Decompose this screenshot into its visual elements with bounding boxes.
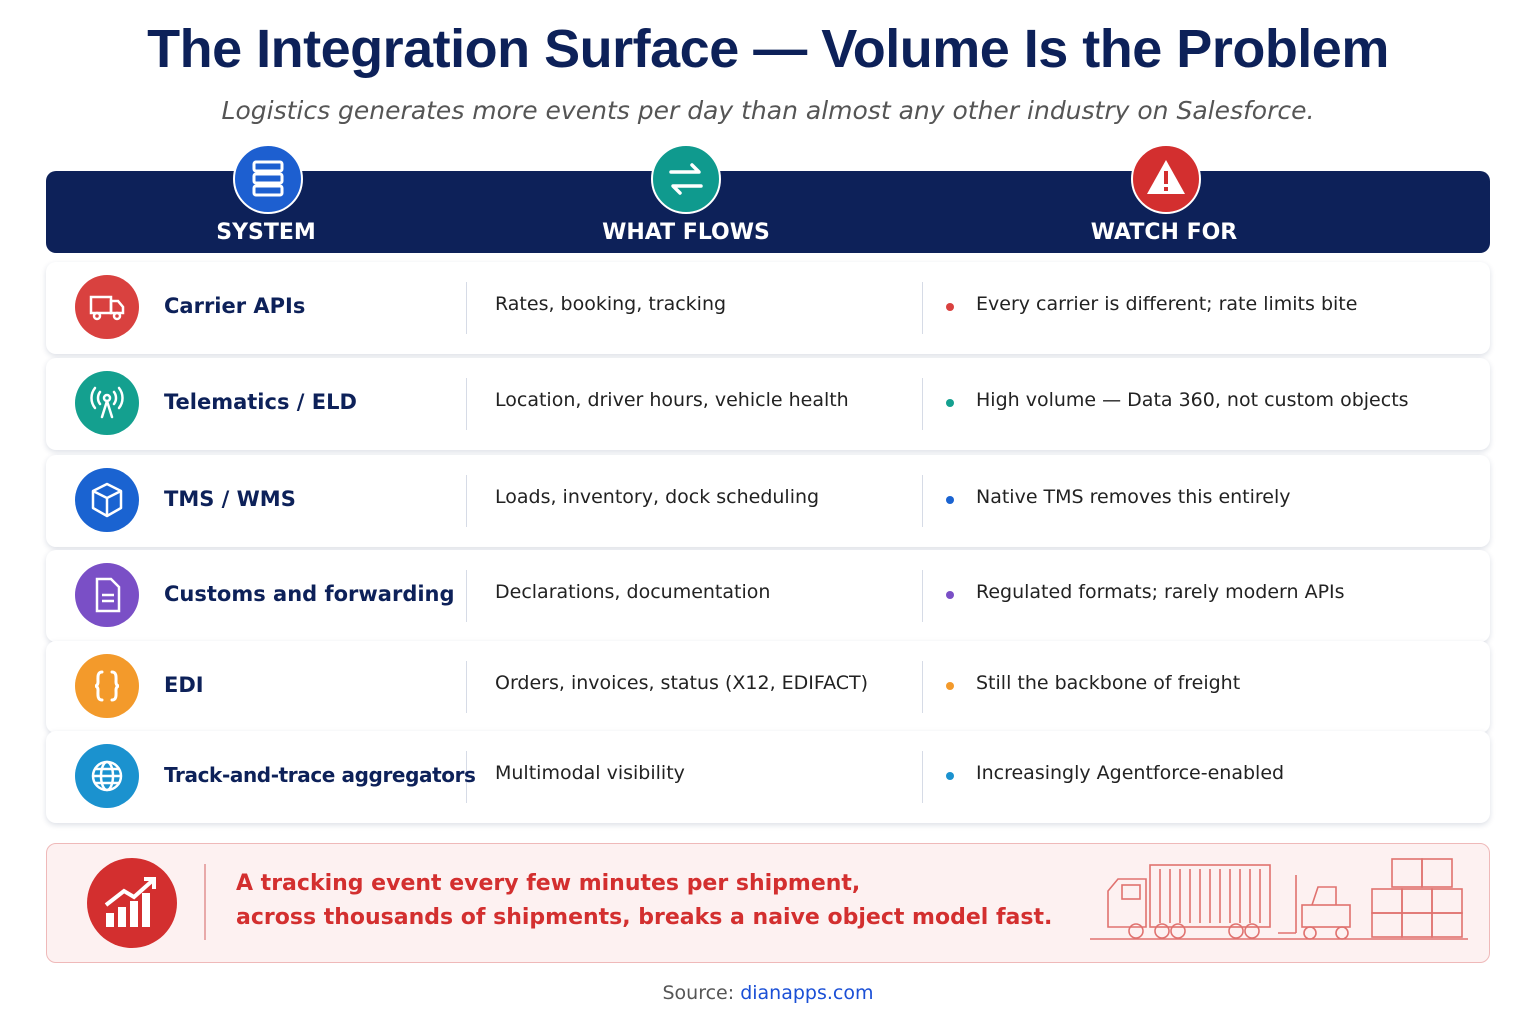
- bullet: [946, 682, 954, 690]
- what-flows: Declarations, documentation: [495, 581, 771, 603]
- what-flows: Rates, booking, tracking: [495, 293, 727, 315]
- row-icon: [75, 744, 139, 808]
- row-divider: [922, 751, 923, 803]
- source-link[interactable]: dianapps.com: [740, 982, 874, 1004]
- table-row: [46, 455, 1490, 547]
- row-icon: [75, 275, 139, 339]
- watch-for: Still the backbone of freight: [976, 672, 1241, 694]
- row-divider: [466, 475, 467, 527]
- row-icon: [75, 371, 139, 435]
- callout-text: across thousands of shipments, breaks a …: [236, 905, 1053, 930]
- what-flows: Multimodal visibility: [495, 762, 685, 784]
- watch-for: Regulated formats; rarely modern APIs: [976, 581, 1345, 603]
- truck-illustration: [1090, 858, 1468, 940]
- row-divider: [466, 282, 467, 334]
- system-name: Customs and forwarding: [164, 582, 455, 606]
- watch-for: Native TMS removes this entirely: [976, 486, 1291, 508]
- row-divider: [466, 661, 467, 713]
- flow-icon: [651, 144, 721, 214]
- row-divider: [466, 378, 467, 430]
- warning-icon: [1131, 144, 1201, 214]
- system-name: Carrier APIs: [164, 294, 306, 318]
- growth-icon: [87, 858, 177, 948]
- table-row: [46, 550, 1490, 642]
- table-row: [46, 731, 1490, 823]
- row-divider: [922, 475, 923, 527]
- system-icon: [233, 144, 303, 214]
- row-divider: [922, 661, 923, 713]
- row-divider: [922, 282, 923, 334]
- source-label: Source:: [662, 982, 735, 1004]
- row-icon: [75, 563, 139, 627]
- system-name: TMS / WMS: [164, 487, 296, 511]
- bullet: [946, 772, 954, 780]
- system-name: Telematics / ELD: [164, 390, 357, 414]
- callout-text: A tracking event every few minutes per s…: [236, 871, 861, 896]
- row-divider: [466, 751, 467, 803]
- subtitle: Logistics generates more events per day …: [221, 96, 1315, 125]
- row-divider: [922, 570, 923, 622]
- what-flows: Orders, invoices, status (X12, EDIFACT): [495, 672, 869, 694]
- column-header: WHAT FLOWS: [602, 220, 770, 245]
- bullet: [946, 399, 954, 407]
- table-row: [46, 358, 1490, 450]
- what-flows: Location, driver hours, vehicle health: [495, 389, 849, 411]
- watch-for: High volume — Data 360, not custom objec…: [976, 389, 1409, 411]
- source: Source: dianapps.com: [0, 982, 1536, 1004]
- bullet: [946, 591, 954, 599]
- what-flows: Loads, inventory, dock scheduling: [495, 486, 820, 508]
- table-row: [46, 262, 1490, 354]
- table-row: [46, 641, 1490, 733]
- bullet: [946, 303, 954, 311]
- row-divider: [922, 378, 923, 430]
- row-icon: [75, 654, 139, 718]
- column-header: WATCH FOR: [1090, 220, 1238, 245]
- column-header: SYSTEM: [216, 220, 316, 245]
- system-name: Track-and-trace aggregators: [164, 763, 476, 787]
- title: The Integration Surface — Volume Is the …: [147, 19, 1389, 79]
- bullet: [946, 496, 954, 504]
- row-icon: [75, 468, 139, 532]
- row-divider: [466, 570, 467, 622]
- system-name: EDI: [164, 673, 204, 697]
- watch-for: Every carrier is different; rate limits …: [976, 293, 1358, 315]
- watch-for: Increasingly Agentforce-enabled: [976, 762, 1285, 784]
- callout-divider: [204, 864, 206, 940]
